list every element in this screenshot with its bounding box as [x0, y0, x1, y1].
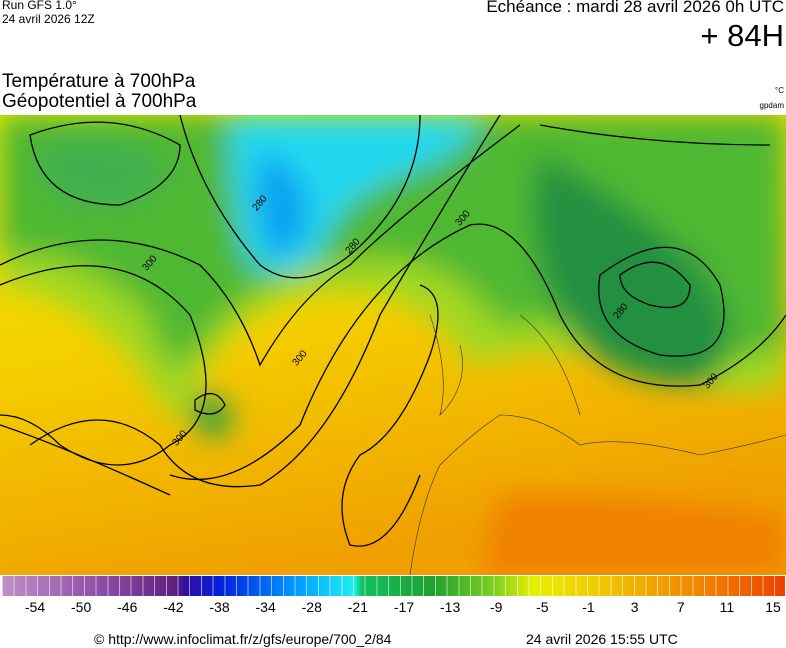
timestamp: 24 avril 2026 15:55 UTC — [526, 631, 678, 647]
echeance: Echéance : mardi 28 avril 2026 0h UTC — [486, 0, 784, 16]
scale-label: -38 — [209, 599, 230, 615]
unit-geopotential: gpdam — [759, 101, 784, 110]
scale-label: 15 — [765, 599, 781, 615]
scale-label: -34 — [255, 599, 276, 615]
geopotential-contours — [0, 115, 786, 547]
run-date: 24 avril 2026 12Z — [2, 12, 95, 26]
scale-label: -13 — [440, 599, 461, 615]
temperature-field — [0, 115, 786, 575]
scale-label: 11 — [719, 599, 735, 615]
scale-label: -21 — [347, 599, 368, 615]
lead-time: + 84H — [700, 18, 784, 53]
scale-label: -46 — [117, 599, 138, 615]
scale-label: -54 — [24, 599, 46, 615]
scale-label: -28 — [301, 599, 322, 615]
scale-label: -1 — [582, 599, 595, 615]
scale-label: 7 — [676, 599, 685, 615]
title-temperature: Température à 700hPa — [2, 71, 196, 92]
unit-temperature: °C — [775, 86, 784, 95]
title-geopotential: Géopotentiel à 700hPa — [2, 91, 197, 112]
scale-label: -50 — [71, 599, 92, 615]
run-label: Run GFS 1.0° — [2, 0, 77, 12]
scale-label: 3 — [630, 599, 639, 615]
source-url: © http://www.infoclimat.fr/z/gfs/europe/… — [94, 631, 392, 647]
coastlines — [409, 314, 786, 575]
color-scale — [2, 576, 785, 596]
scale-label: -5 — [536, 599, 549, 615]
scale-label: -17 — [393, 599, 415, 615]
scale-label: -9 — [490, 599, 503, 615]
scale-label: -42 — [163, 599, 184, 615]
